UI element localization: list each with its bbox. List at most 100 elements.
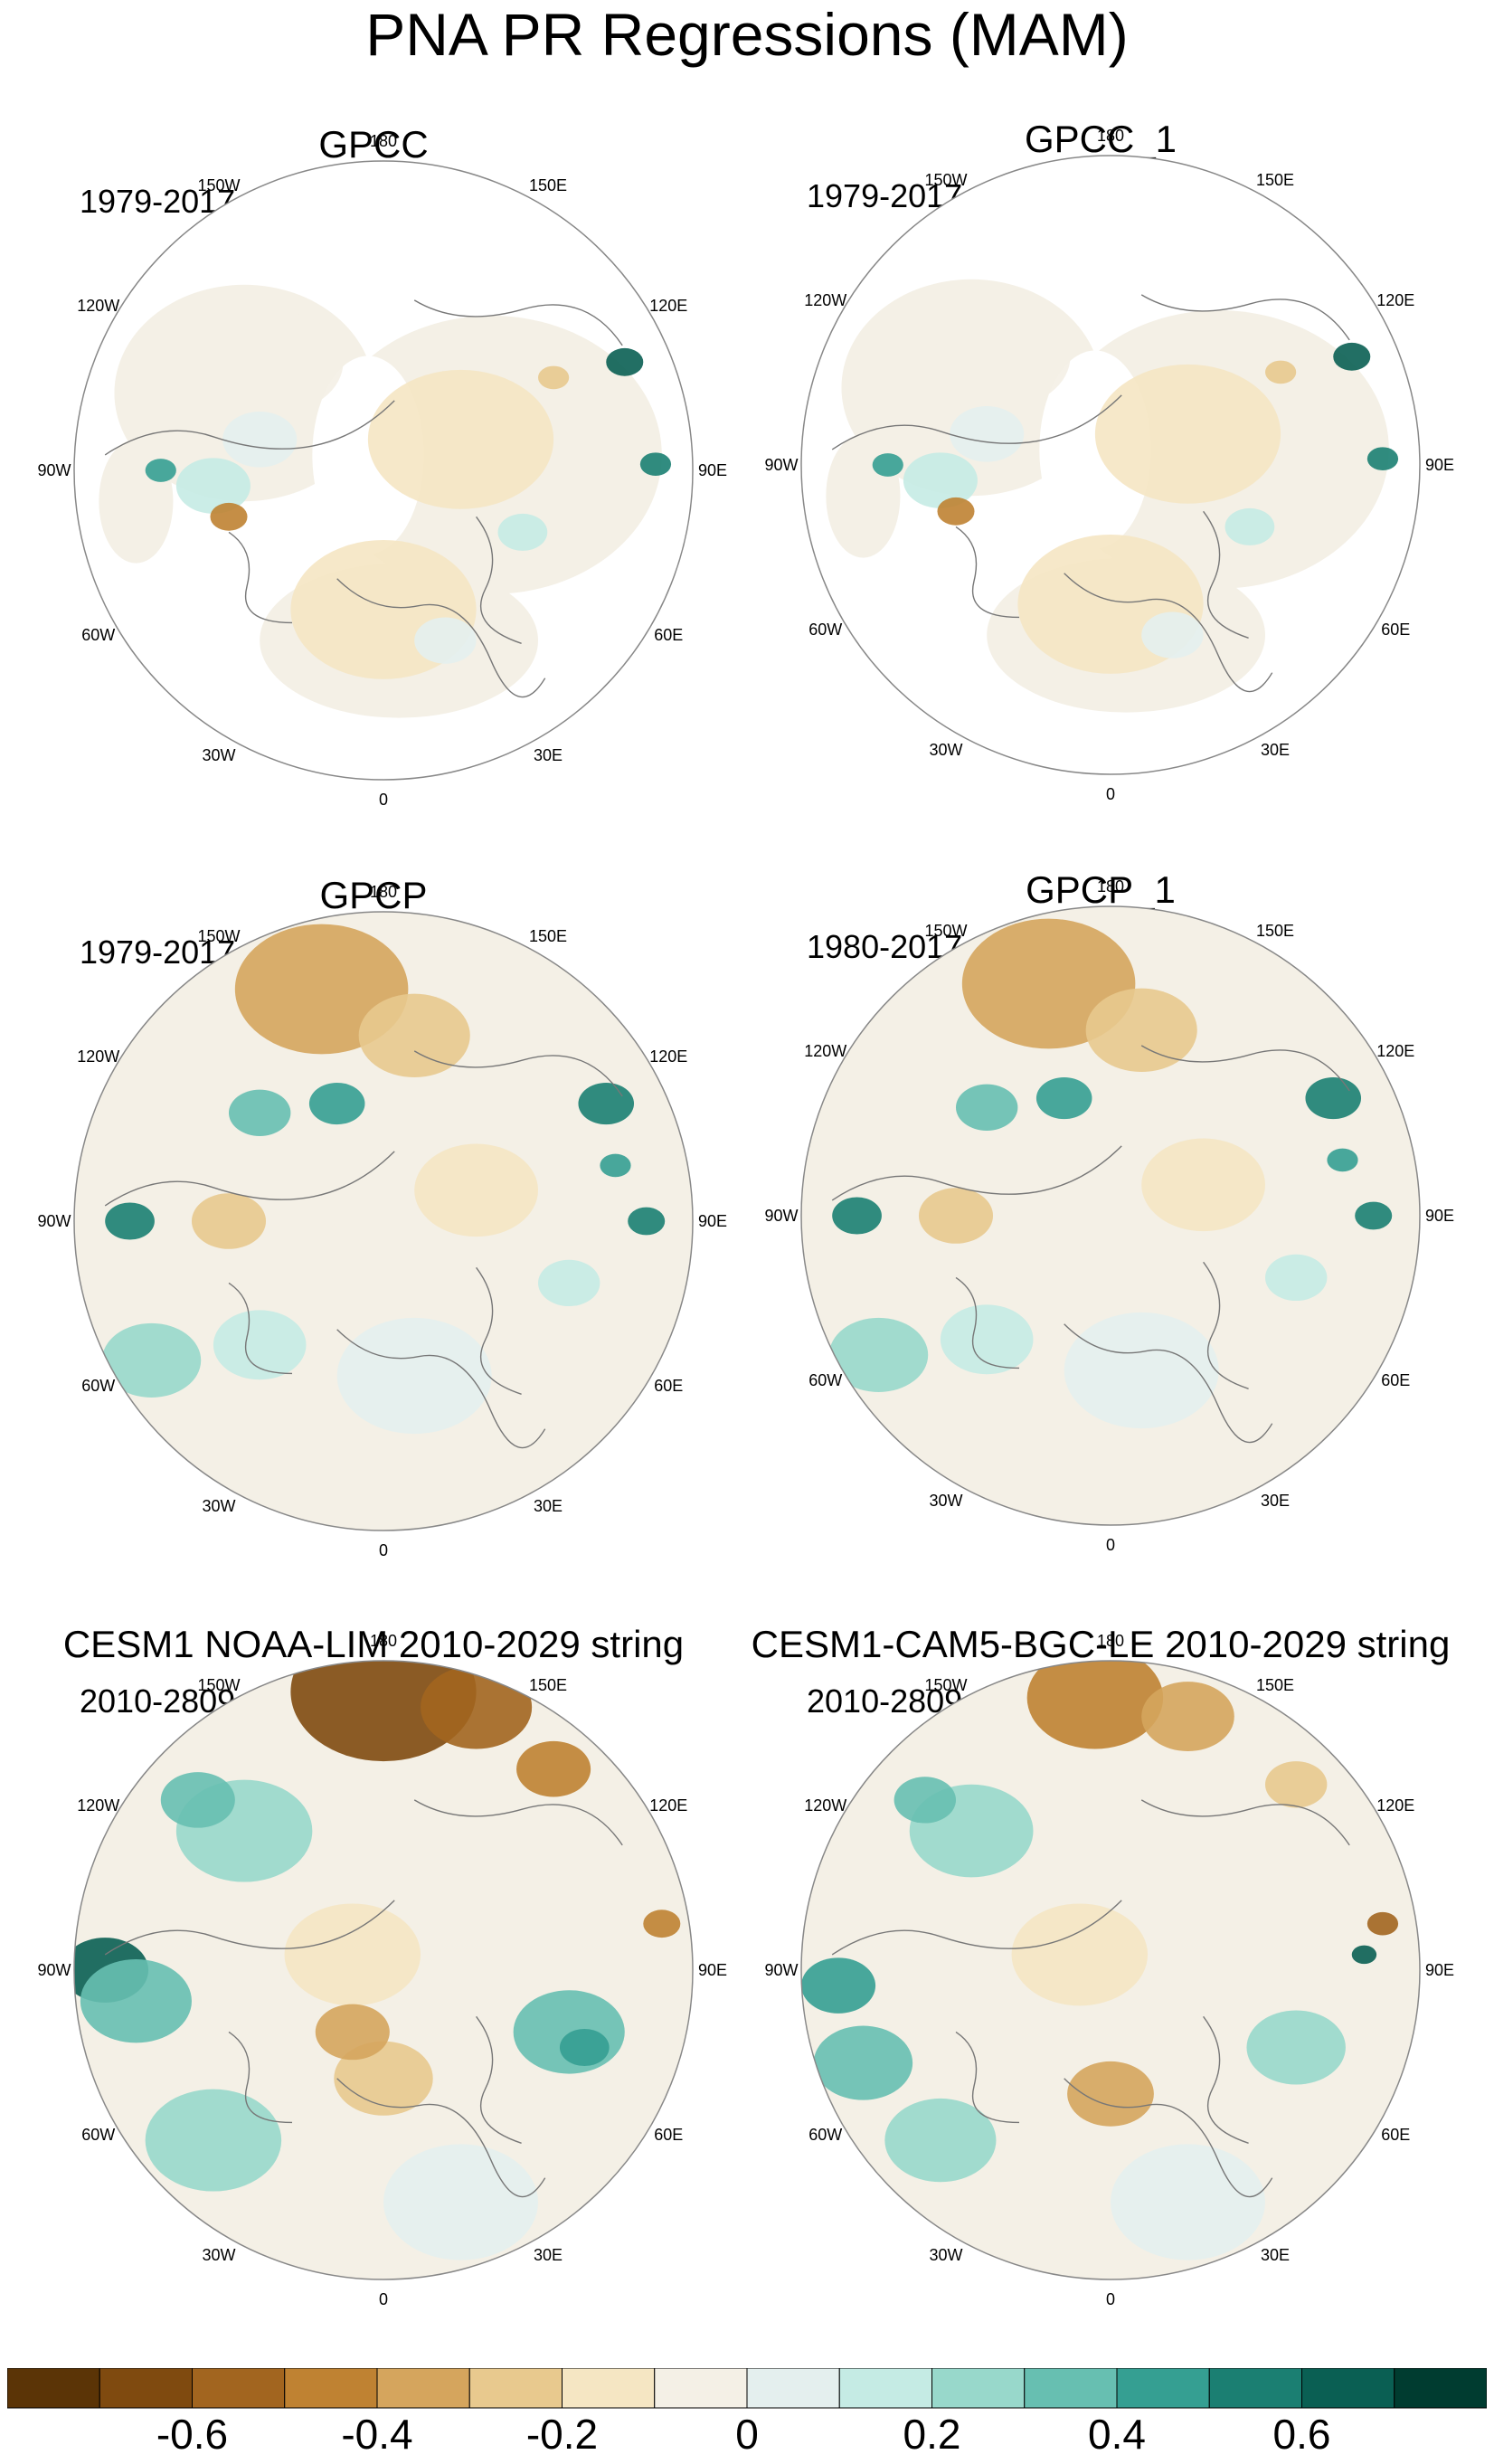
regression-contour (1265, 1254, 1328, 1302)
lon-label: 60E (1381, 2126, 1410, 2144)
regression-contour (884, 2098, 997, 2183)
regression-contour (903, 452, 978, 508)
lon-label: 180 (370, 132, 397, 150)
panel-period: 1979-2017 (80, 183, 236, 220)
colorbar-swatch (468, 2368, 563, 2409)
regression-contour (1035, 1076, 1092, 1120)
colorbar-swatch (931, 2368, 1026, 2409)
regression-contour (1366, 447, 1399, 470)
regression-contour (284, 1903, 421, 2006)
lon-label: 150E (1256, 1676, 1294, 1694)
lon-label: 150E (529, 927, 567, 945)
regression-contour (1366, 1911, 1399, 1936)
colorbar-swatch (192, 2368, 286, 2409)
lon-label: 90W (764, 1207, 798, 1225)
colorbar (7, 2368, 1487, 2409)
regression-contour (1305, 1076, 1362, 1120)
lon-label: 60W (81, 1377, 115, 1395)
lon-label: 120E (1376, 1042, 1414, 1060)
regression-contour (1011, 1903, 1149, 2006)
regression-contour (1246, 2010, 1346, 2085)
regression-contour (191, 1193, 267, 1249)
regression-contour (145, 2089, 282, 2192)
regression-contour (321, 1205, 446, 1299)
regression-contour (1048, 1199, 1173, 1294)
lon-label: 0 (379, 2290, 388, 2308)
lon-label: 120E (649, 297, 687, 315)
lon-label: 90W (37, 461, 71, 479)
coastline (228, 2031, 293, 2124)
regression-contour (1265, 360, 1297, 384)
lon-label: 120W (77, 1796, 119, 1815)
colorbar-swatch (838, 2368, 932, 2409)
regression-contour (628, 1207, 666, 1236)
lon-label: 30W (929, 741, 962, 759)
colorbar-swatch (1301, 2368, 1395, 2409)
lon-label: 150E (529, 176, 567, 194)
coastline (1064, 1323, 1273, 1444)
regression-contour (832, 1197, 882, 1235)
regression-contour (414, 617, 477, 664)
lon-label: 90W (764, 1961, 798, 1979)
map-border (800, 905, 1421, 1526)
colorbar-swatch (1208, 2368, 1302, 2409)
colorbar-tick-label: 0.4 (1088, 2411, 1146, 2458)
lon-label: 90W (764, 456, 798, 474)
panel-period: 1979-2017 (80, 933, 236, 971)
colorbar-tick-label: 0.2 (903, 2411, 961, 2458)
lon-label: 150W (197, 176, 240, 194)
colorbar-tick-label: -0.6 (156, 2411, 229, 2458)
lon-label: 0 (379, 791, 388, 809)
lon-label: 150W (197, 927, 240, 945)
colorbar-swatch (746, 2368, 840, 2409)
lon-label: 90E (1425, 1961, 1454, 1979)
lon-label: 60E (1381, 621, 1410, 639)
polar-map: 180 150E 120E 90E 60E 30E 0 30W 60W 90W 120W 150W (37, 883, 727, 1559)
lon-label: 180 (1097, 1632, 1124, 1650)
coastline (104, 400, 395, 456)
regression-contour (222, 412, 298, 468)
colorbar-tick-label: 0 (735, 2411, 759, 2458)
coastline (228, 531, 293, 624)
coastline (413, 1799, 623, 1846)
coastline (1140, 1045, 1350, 1092)
lon-label: 120E (1376, 1796, 1414, 1815)
polar-map: 180 150E 120E 90E 60E 30E 0 30W 60W 90W 120W 150W (764, 877, 1454, 1554)
regression-contour (934, 305, 1071, 408)
map-panel-gpcc-1: GPCC_1 1979-2017 180 150E 120E 90E 60E 30E 0 30… (727, 94, 1474, 843)
lon-label: 90E (1425, 456, 1454, 474)
lon-label: 180 (370, 883, 397, 901)
colorbar-swatch (1024, 2368, 1118, 2409)
map-panel-cesm1-noaa-lim: CESM1 NOAA-LIM 2010-2029 string 2010-280… (0, 1599, 747, 2348)
regression-contour (497, 513, 548, 551)
land-field (99, 439, 174, 564)
regression-contour (1141, 1138, 1265, 1232)
coastline (413, 299, 623, 346)
colorbar-swatch (562, 2368, 656, 2409)
lon-label: 30W (202, 1497, 235, 1515)
regression-contour (145, 459, 176, 482)
lon-label: 90E (698, 1961, 727, 1979)
regression-contour (639, 452, 672, 476)
lon-label: 90W (37, 1212, 71, 1230)
regression-contour (160, 1772, 235, 1828)
regression-contour (538, 1259, 600, 1307)
coastline (831, 1145, 1122, 1201)
lon-label: 60W (808, 621, 842, 639)
panel-period: 2010-2809 (807, 1682, 963, 1720)
regression-contour (315, 2004, 390, 2061)
coastline (831, 394, 1122, 450)
regression-contour (1141, 1682, 1234, 1752)
lon-label: 180 (370, 1632, 397, 1650)
regression-contour (813, 2025, 913, 2100)
lon-label: 60E (1381, 1371, 1410, 1389)
lon-label: 60E (654, 626, 683, 644)
regression-contour (229, 1089, 291, 1136)
lon-label: 30E (534, 746, 563, 764)
regression-contour (213, 1310, 307, 1380)
coastline (1203, 1261, 1249, 1389)
regression-contour (336, 1317, 492, 1435)
polar-map: 180 150E 120E 90E 60E 30E 0 30W 60W 90W 120W 150W (764, 127, 1454, 803)
lon-label: 120E (649, 1047, 687, 1066)
regression-contour (175, 458, 251, 514)
